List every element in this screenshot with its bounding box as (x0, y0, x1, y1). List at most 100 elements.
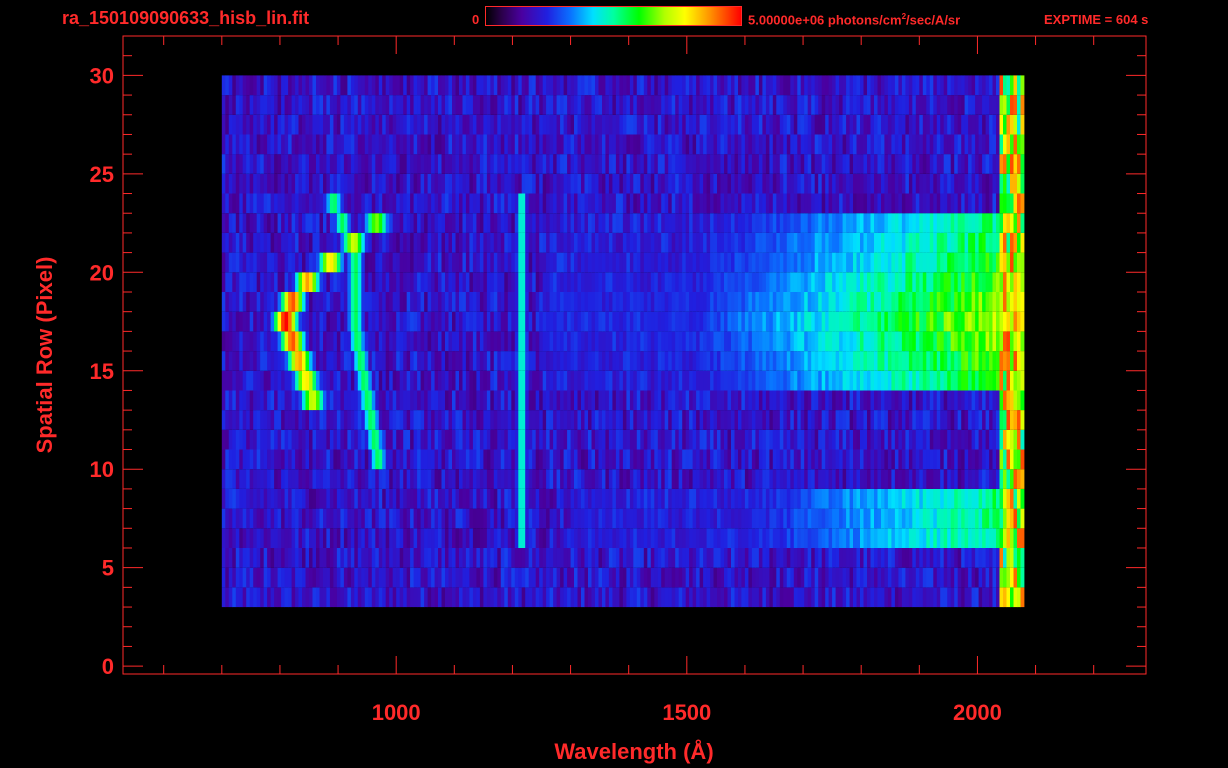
heatmap-cell (842, 528, 847, 548)
heatmap-cell (608, 331, 613, 352)
heatmap-cell (584, 390, 589, 411)
heatmap-cell (518, 390, 523, 411)
heatmap-cell (329, 351, 334, 371)
heatmap-cell (438, 193, 442, 214)
heatmap-cell (270, 488, 275, 509)
heatmap-cell (1003, 370, 1007, 391)
heatmap-cell (839, 370, 843, 391)
heatmap-cell (612, 213, 617, 233)
heatmap-cell (867, 449, 871, 470)
heatmap-cell (650, 390, 655, 411)
heatmap-cell (452, 213, 456, 233)
heatmap-cell (399, 292, 404, 312)
heatmap-cell (682, 429, 687, 450)
heatmap-cell (455, 429, 460, 450)
heatmap-cell (434, 548, 439, 568)
heatmap-cell (532, 331, 537, 352)
heatmap-cell (744, 331, 749, 352)
heatmap-cell (950, 351, 955, 371)
heatmap-cell (800, 469, 805, 489)
heatmap-cell (361, 567, 366, 588)
heatmap-cell (825, 331, 830, 352)
heatmap-cell (783, 370, 788, 391)
heatmap-cell (295, 587, 299, 608)
heatmap-cell (420, 351, 425, 371)
heatmap-cell (786, 331, 791, 352)
heatmap-cell (758, 331, 763, 352)
heatmap-cell (647, 370, 652, 391)
heatmap-cell (378, 213, 383, 233)
heatmap-cell (633, 331, 638, 352)
heatmap-cell (821, 311, 826, 332)
heatmap-cell (490, 410, 495, 430)
heatmap-cell (305, 449, 310, 470)
heatmap-cell (235, 173, 240, 194)
heatmap-cell (961, 429, 966, 450)
heatmap-cell (629, 232, 634, 253)
heatmap-cell (842, 213, 847, 233)
heatmap-cell (232, 311, 237, 332)
heatmap-cell (472, 449, 477, 470)
heatmap-cell (654, 567, 659, 588)
heatmap-cell (818, 548, 823, 568)
heatmap-cell (828, 469, 833, 489)
heatmap-cell (870, 508, 875, 529)
heatmap-cell (615, 292, 620, 312)
heatmap-cell (689, 390, 693, 411)
heatmap-cell (881, 548, 885, 568)
heatmap-cell (1017, 548, 1021, 568)
heatmap-cell (403, 567, 408, 588)
heatmap-cell (731, 173, 735, 194)
heatmap-cell (504, 469, 509, 489)
heatmap-cell (682, 213, 687, 233)
heatmap-cell (870, 292, 875, 312)
heatmap-cell (469, 351, 474, 371)
heatmap-cell (267, 272, 271, 292)
heatmap-cell (267, 469, 271, 489)
heatmap-cell (340, 272, 345, 292)
heatmap-cell (811, 311, 816, 332)
heatmap-cell (298, 292, 303, 312)
heatmap-cell (235, 272, 240, 292)
heatmap-cell (811, 331, 816, 352)
heatmap-cell (807, 548, 812, 568)
heatmap-cell (755, 528, 760, 548)
heatmap-cell (528, 469, 533, 489)
heatmap-cell (382, 488, 387, 509)
heatmap-cell (696, 528, 700, 548)
heatmap-cell (800, 252, 805, 273)
heatmap-cell (270, 449, 275, 470)
heatmap-cell (389, 390, 394, 411)
heatmap-cell (926, 370, 931, 391)
heatmap-cell (992, 193, 997, 214)
heatmap-cell (343, 587, 348, 608)
heatmap-cell (532, 528, 537, 548)
heatmap-cell (385, 331, 390, 352)
heatmap-cell (591, 410, 596, 430)
heatmap-cell (333, 311, 338, 332)
heatmap-cell (403, 193, 408, 214)
heatmap-cell (455, 548, 460, 568)
heatmap-cell (811, 449, 816, 470)
heatmap-cell (507, 528, 512, 548)
heatmap-cell (483, 508, 488, 529)
heatmap-cell (675, 449, 680, 470)
heatmap-cell (532, 292, 537, 312)
heatmap-cell (947, 252, 952, 273)
heatmap-cell (884, 351, 889, 371)
heatmap-cell (507, 567, 512, 588)
heatmap-cell (249, 292, 254, 312)
heatmap-cell (626, 410, 631, 430)
heatmap-cell (901, 410, 906, 430)
heatmap-cell (825, 449, 830, 470)
heatmap-cell (839, 587, 843, 608)
heatmap-cell (479, 390, 484, 411)
heatmap-cell (692, 193, 697, 214)
heatmap-cell (734, 311, 739, 332)
heatmap-cell (574, 429, 578, 450)
heatmap-cell (661, 528, 666, 548)
heatmap-cell (602, 213, 606, 233)
heatmap-cell (546, 548, 550, 568)
heatmap-cell (514, 252, 519, 273)
heatmap-cell (392, 488, 397, 509)
